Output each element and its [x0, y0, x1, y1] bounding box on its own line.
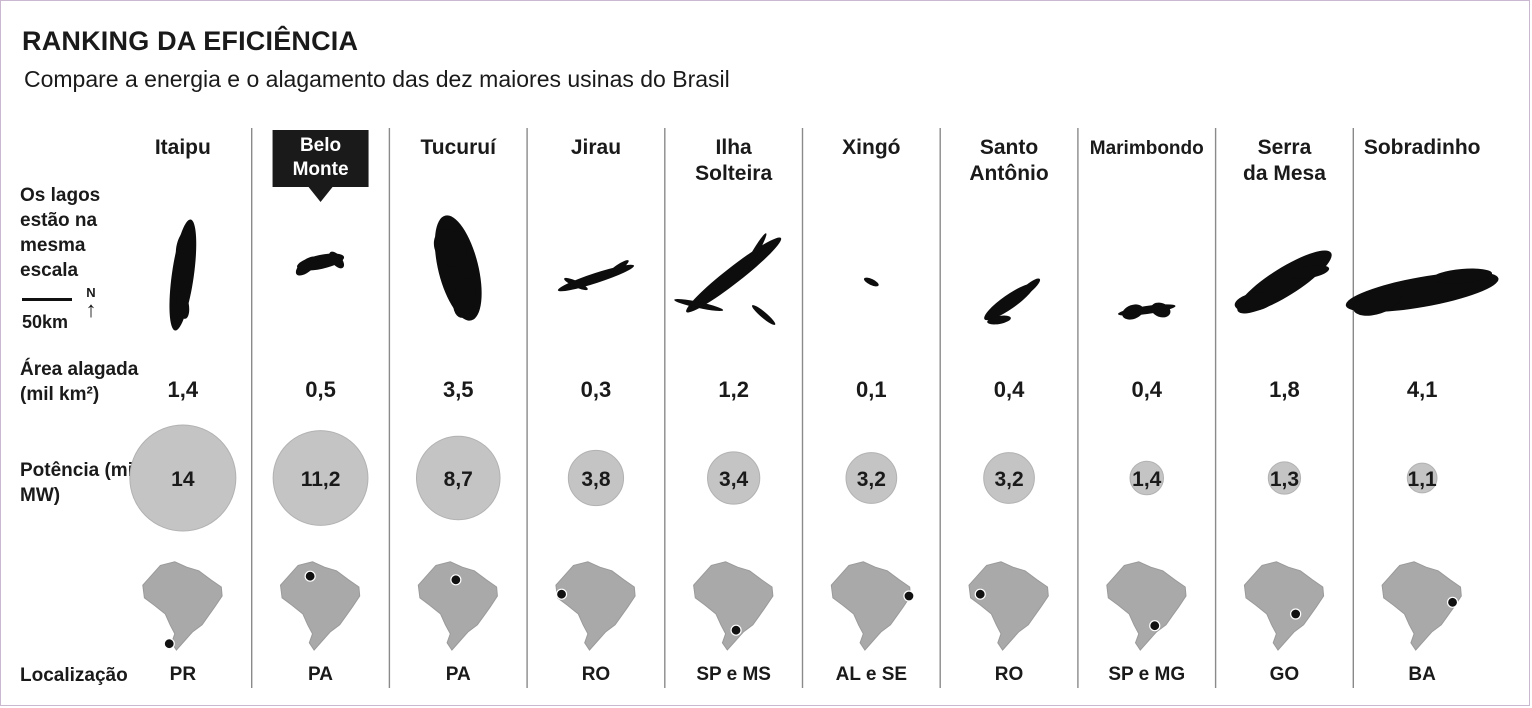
power-bubble-serra-da-mesa: [1267, 461, 1302, 495]
plant-name-ilha-solteira: Ilha: [716, 136, 752, 159]
location-dot-tucurui: [450, 574, 462, 586]
power-value-tucurui: 8,7: [444, 468, 473, 491]
brazil-map-xingo: [830, 561, 912, 651]
brazil-map-sobradinho: [1381, 561, 1462, 651]
power-value-itaipu: 14: [171, 468, 195, 491]
location-dot-marimbondo: [1149, 620, 1161, 632]
north-arrow-icon: N ↑: [85, 285, 97, 322]
brazil-map-jirau: [555, 561, 636, 651]
area-value-tucurui: 3,5: [443, 377, 474, 402]
area-value-santo-antonio: 0,4: [994, 377, 1025, 402]
power-bubble-jirau: [567, 449, 625, 507]
location-dot-ilha-solteira: [730, 624, 742, 636]
highlight-pointer: [308, 187, 333, 202]
row-label-power: Potência (mil MW): [20, 460, 139, 506]
power-value-jirau: 3,8: [581, 468, 611, 491]
power-value-ilha-solteira: 3,4: [719, 468, 749, 491]
chart-subtitle: Compare a energia e o alagamento das dez…: [24, 66, 730, 92]
power-bubble-xingo: [845, 452, 898, 504]
location-dot-belo-monte: [304, 570, 316, 582]
brazil-map-itaipu: [142, 561, 223, 651]
highlight-box: [272, 130, 369, 187]
plant-name-jirau: Jirau: [571, 136, 621, 159]
lake-shape-sobradinho: [1345, 268, 1499, 316]
power-bubble-itaipu: [129, 424, 237, 532]
power-value-santo-antonio: 3,2: [994, 468, 1023, 491]
location-dot-serra-da-mesa: [1290, 608, 1302, 620]
power-value-xingo: 3,2: [857, 468, 886, 491]
location-label-serra-da-mesa: GO: [1270, 664, 1300, 685]
location-label-belo-monte: PA: [308, 664, 333, 685]
lake-shape-marimbondo: [1118, 302, 1176, 320]
power-bubble-tucurui: [415, 435, 501, 521]
scale-bar: [22, 298, 72, 301]
power-bubble-sobradinho: [1406, 462, 1438, 494]
location-label-tucurui: PA: [446, 664, 471, 685]
area-value-serra-da-mesa: 1,8: [1269, 377, 1300, 402]
power-bubble-ilha-solteira: [707, 451, 761, 505]
plant-name-santo-antonio: Santo: [980, 136, 1038, 159]
location-dot-jirau: [555, 588, 568, 600]
lake-shape-tucurui: [433, 215, 482, 321]
plant-name-marimbondo: Marimbondo: [1090, 138, 1204, 159]
plant-name-serra-da-mesa: da Mesa: [1243, 162, 1326, 185]
row-label-area: Área alagada (mil km²): [20, 359, 139, 405]
power-value-marimbondo: 1,4: [1132, 468, 1162, 491]
power-bubble-marimbondo: [1129, 460, 1165, 496]
north-label: N: [86, 285, 96, 300]
power-value-sobradinho: 1,1: [1408, 468, 1438, 491]
brazil-map-ilha-solteira: [693, 561, 774, 651]
power-bubble-santo-antonio: [983, 452, 1035, 504]
location-label-xingo: AL e SE: [836, 664, 907, 685]
area-value-belo-monte: 0,5: [305, 377, 336, 402]
plant-name-xingo: Xingó: [842, 136, 900, 159]
scale-label: 50km: [22, 312, 69, 332]
plant-name-ilha-solteira: Solteira: [695, 162, 772, 185]
plant-name-sobradinho: Sobradinho: [1364, 136, 1481, 159]
lake-shape-santo-antonio: [984, 278, 1041, 325]
power-value-serra-da-mesa: 1,3: [1270, 468, 1299, 491]
location-label-jirau: RO: [582, 664, 611, 685]
area-value-marimbondo: 0,4: [1131, 377, 1162, 402]
power-value-belo-monte: 11,2: [301, 468, 341, 491]
lake-shape-itaipu: [169, 219, 197, 331]
plant-name-serra-da-mesa: Serra: [1258, 136, 1312, 159]
brazil-map-tucurui: [417, 561, 498, 651]
brazil-map-marimbondo: [1106, 561, 1187, 651]
area-value-sobradinho: 4,1: [1407, 377, 1438, 402]
lake-shape-xingo: [863, 277, 879, 287]
lake-shape-serra-da-mesa: [1234, 250, 1332, 314]
plant-name-belo-monte: Belo: [300, 135, 341, 156]
location-label-ilha-solteira: SP e MS: [696, 664, 771, 685]
location-dot-xingo: [903, 590, 915, 602]
plant-name-itaipu: Itaipu: [155, 136, 211, 159]
location-dot-itaipu: [163, 638, 175, 650]
lake-shape-jirau: [557, 260, 635, 292]
plant-name-santo-antonio: Antônio: [969, 162, 1048, 185]
area-value-itaipu: 1,4: [168, 377, 199, 402]
brazil-map-belo-monte: [279, 561, 361, 651]
location-label-itaipu: PR: [170, 664, 197, 685]
chart-title: RANKING DA EFICIÊNCIA: [22, 26, 359, 56]
location-label-sobradinho: BA: [1408, 664, 1436, 685]
lake-shape-ilha-solteira: [674, 233, 782, 325]
lake-shape-belo-monte: [295, 251, 345, 276]
location-dot-santo-antonio: [974, 588, 986, 600]
location-label-marimbondo: SP e MG: [1108, 664, 1185, 685]
brazil-map-santo-antonio: [968, 561, 1049, 651]
plant-name-tucurui: Tucuruí: [421, 136, 498, 159]
area-value-xingo: 0,1: [856, 377, 887, 402]
area-value-ilha-solteira: 1,2: [718, 377, 749, 402]
row-label-location: Localização: [20, 665, 128, 686]
power-bubble-belo-monte: [272, 430, 369, 526]
location-label-santo-antonio: RO: [995, 664, 1024, 685]
area-value-jirau: 0,3: [581, 377, 612, 402]
location-dot-sobradinho: [1446, 596, 1459, 608]
brazil-map-serra-da-mesa: [1243, 561, 1325, 651]
plant-name-belo-monte: Monte: [293, 159, 349, 180]
row-label-lakes: Os lagos estão na mesma escala: [20, 185, 101, 281]
